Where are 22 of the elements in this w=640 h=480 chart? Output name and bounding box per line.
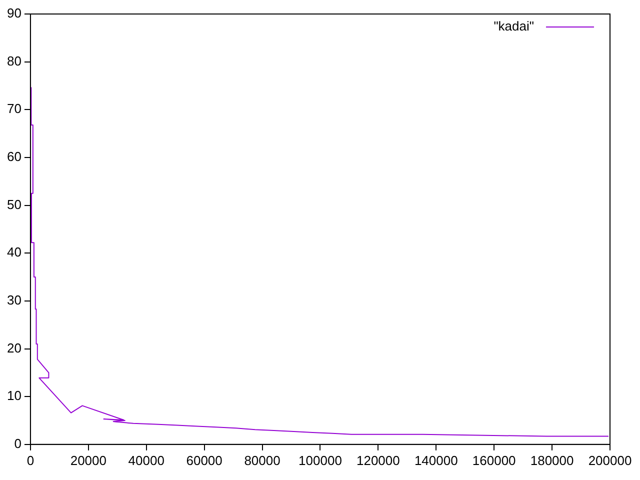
y-tick-label: 90 <box>6 6 22 21</box>
x-tick-label: 20000 <box>70 452 106 468</box>
legend-label: "kadai" <box>494 18 534 34</box>
y-tick-label: 50 <box>6 196 22 212</box>
x-tick-label: 80000 <box>244 452 280 468</box>
x-tick-label: 140000 <box>414 452 458 468</box>
x-tick-label: 100000 <box>298 452 342 468</box>
x-tick-label: 0 <box>26 452 34 468</box>
y-tick-label: 0 <box>14 436 22 451</box>
y-tick-label: 20 <box>6 340 22 356</box>
y-tick-label: 40 <box>6 244 22 260</box>
x-tick-label: 60000 <box>186 452 222 468</box>
y-tick-label: 70 <box>6 101 22 116</box>
x-tick-label: 120000 <box>356 452 400 468</box>
x-tick-label: 200000 <box>588 452 632 468</box>
y-tick-label: 30 <box>6 292 22 308</box>
y-tick-label: 80 <box>6 53 22 68</box>
x-tick-label: 40000 <box>128 452 164 468</box>
y-tick-label: 10 <box>6 388 22 404</box>
x-tick-label: 160000 <box>472 452 516 468</box>
x-tick-label: 180000 <box>530 452 574 468</box>
y-tick-label: 60 <box>6 149 22 164</box>
